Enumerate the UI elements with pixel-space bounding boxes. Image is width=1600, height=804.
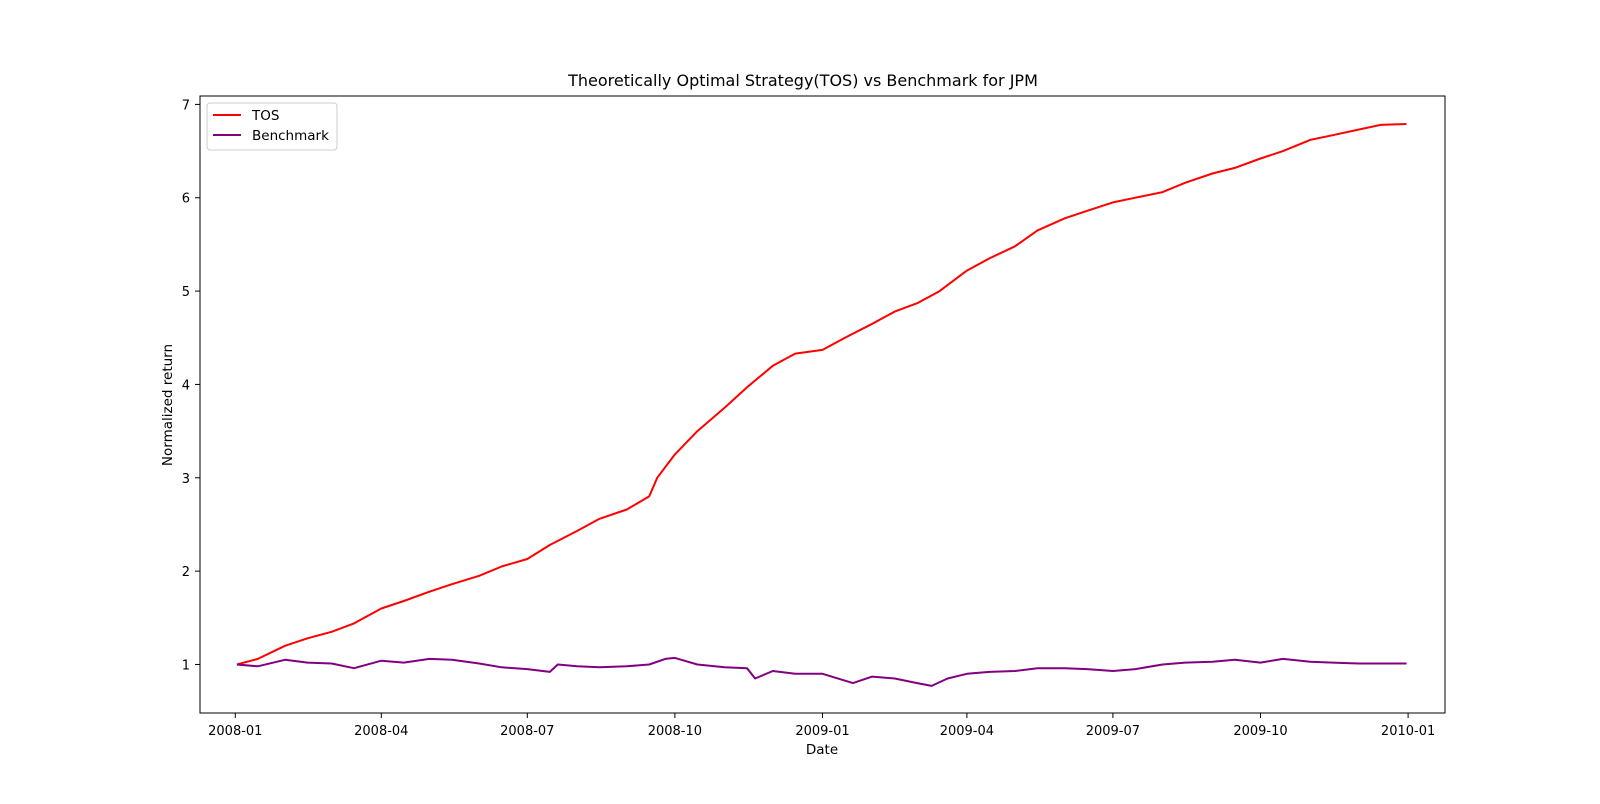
y-tick-label: 7 bbox=[182, 98, 190, 113]
plot-content bbox=[236, 123, 1407, 687]
x-axis: 2008-01 2008-04 2008-07 2008-10 2009-01 2009-… bbox=[208, 713, 1435, 739]
y-axis-label: Normalized return bbox=[160, 344, 176, 466]
chart-title: Theoretically Optimal Strategy(TOS) vs B… bbox=[567, 71, 1038, 90]
y-tick-label: 4 bbox=[182, 378, 190, 393]
legend-label-benchmark: Benchmark bbox=[252, 128, 329, 144]
x-tick-label: 2009-01 bbox=[795, 724, 849, 739]
y-tick-label: 3 bbox=[182, 472, 190, 487]
series-line-tos bbox=[236, 123, 1407, 666]
y-axis: 1 2 3 4 5 6 7 bbox=[182, 98, 200, 673]
x-tick-label: 2008-07 bbox=[500, 724, 554, 739]
x-tick-label: 2008-01 bbox=[208, 724, 262, 739]
y-tick-label: 1 bbox=[182, 658, 190, 673]
x-axis-label: Date bbox=[806, 742, 838, 758]
x-tick-label: 2008-04 bbox=[354, 724, 408, 739]
legend: TOS Benchmark bbox=[206, 102, 338, 151]
x-tick-label: 2009-10 bbox=[1233, 724, 1287, 739]
x-tick-label: 2008-10 bbox=[648, 724, 702, 739]
legend-label-tos: TOS bbox=[251, 108, 279, 124]
x-tick-label: 2009-04 bbox=[940, 724, 994, 739]
y-tick-label: 6 bbox=[182, 192, 190, 207]
x-tick-label: 2009-07 bbox=[1086, 724, 1140, 739]
series-line-benchmark bbox=[236, 656, 1407, 687]
y-tick-label: 2 bbox=[182, 565, 190, 580]
y-tick-label: 5 bbox=[182, 285, 190, 300]
x-tick-label: 2010-01 bbox=[1381, 724, 1435, 739]
